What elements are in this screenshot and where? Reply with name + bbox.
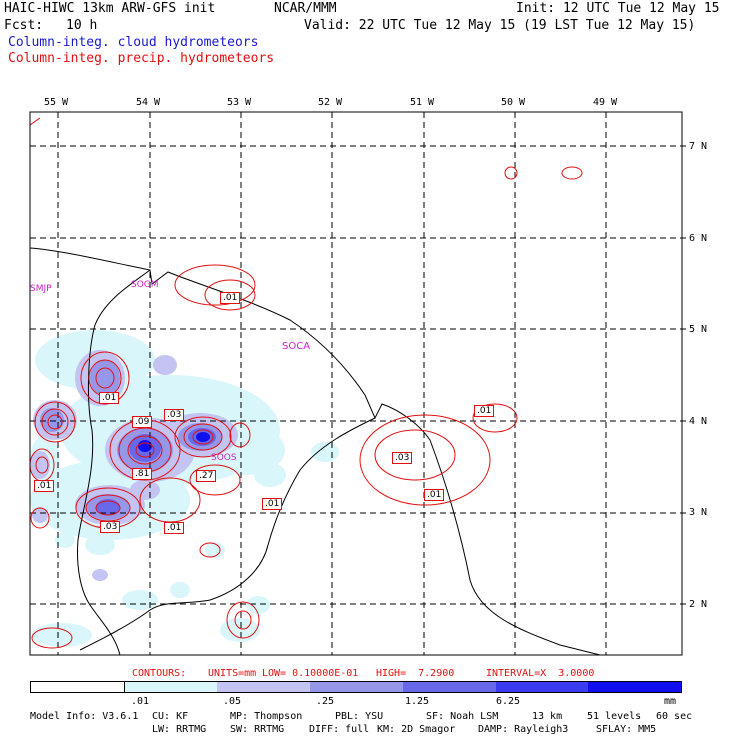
contour-label: .81	[132, 468, 153, 480]
lat-label-7n: 7 N	[689, 141, 708, 152]
contour-label: .01	[424, 489, 445, 501]
model-info-pbl: PBL: YSU	[335, 711, 384, 722]
org-label: NCAR/MMM	[274, 1, 337, 16]
lat-label-5n: 5 N	[689, 324, 708, 335]
colorbar	[30, 681, 682, 693]
lat-lon-grid	[30, 112, 682, 655]
model-info-sw: SW: RRTMG	[230, 724, 285, 735]
contour-info-low: LOW= 0.10000E-01	[262, 668, 359, 679]
contour-label: .01	[262, 498, 283, 510]
colorbar-tick: 6.25	[496, 696, 521, 707]
fcst-value: 10 h	[66, 18, 98, 33]
colorbar-bin	[310, 682, 403, 692]
contour-info-interval: INTERVAL=X 3.0000	[486, 668, 595, 679]
model-info-diff: DIFF: full	[309, 724, 370, 735]
contour-label: .03	[100, 521, 121, 533]
model-info-levels: 51 levels	[587, 711, 642, 722]
model-info-lw: LW: RRTMG	[152, 724, 207, 735]
model-info-res: 13 km	[532, 711, 563, 722]
lat-ticks	[682, 145, 686, 605]
lon-label-55w: 55 W	[44, 97, 69, 108]
model-info-version: Model Info: V3.6.1	[30, 711, 139, 722]
init-time: Init: 12 UTC Tue 12 May 15	[516, 1, 720, 16]
colorbar-bin	[402, 682, 496, 692]
colorbar-bin	[588, 682, 682, 692]
contour-label: .01	[220, 292, 241, 304]
colorbar-unit: mm	[664, 696, 677, 707]
contour-label: .01	[474, 405, 495, 417]
map-frame	[29, 111, 683, 656]
lon-label-54w: 54 W	[136, 97, 161, 108]
lat-label-2n: 2 N	[689, 599, 708, 610]
lat-label-4n: 4 N	[689, 416, 708, 427]
station-soos: SOOS	[211, 453, 237, 463]
contour-label: .09	[132, 416, 153, 428]
station-sogm: SOGM	[131, 280, 159, 290]
lon-label-53w: 53 W	[227, 97, 252, 108]
colorbar-tick: .25	[316, 696, 335, 707]
contour-label: .01	[99, 392, 120, 404]
colorbar-bin	[31, 682, 125, 692]
model-info-sflay: SFLAY: MM5	[596, 724, 657, 735]
contour-info-contours: CONTOURS:	[132, 668, 187, 679]
valid-time: Valid: 22 UTC Tue 12 May 15 (19 LST Tue …	[304, 18, 696, 33]
coastline-borders	[30, 247, 601, 655]
colorbar-bin	[217, 682, 311, 692]
lat-label-6n: 6 N	[689, 233, 708, 244]
model-info-damp: DAMP: Rayleigh3	[478, 724, 569, 735]
model-info-km: KM: 2D Smagor	[377, 724, 456, 735]
model-info-sf: SF: Noah LSM	[426, 711, 499, 722]
precip-contour-layer	[30, 117, 583, 649]
colorbar-tick: .01	[131, 696, 150, 707]
station-smjp: SMJP	[30, 284, 52, 294]
model-info-dt: 60 sec	[656, 711, 693, 722]
colorbar-bin	[124, 682, 218, 692]
contour-label: .03	[392, 452, 413, 464]
contour-label: .01	[164, 522, 185, 534]
lon-label-49w: 49 W	[593, 97, 618, 108]
contour-info-high: HIGH= 7.2900	[376, 668, 455, 679]
contour-label: .27	[196, 470, 217, 482]
model-info-cu: CU: KF	[152, 711, 189, 722]
cloud-fill-layer	[30, 330, 339, 647]
contour-label: .01	[34, 480, 55, 492]
station-soca: SOCA	[282, 341, 311, 352]
fcst-label: Fcst:	[4, 18, 44, 33]
lat-label-3n: 3 N	[689, 507, 708, 518]
model-info-mp: MP: Thompson	[230, 711, 303, 722]
contour-info-units: UNITS=mm	[208, 668, 257, 679]
colorbar-tick: .05	[223, 696, 242, 707]
field-cloud-label: Column-integ. cloud hydrometeors	[8, 35, 259, 50]
model-title: HAIC-HIWC 13km ARW-GFS init	[4, 1, 216, 16]
lon-label-51w: 51 W	[410, 97, 435, 108]
field-precip-label: Column-integ. precip. hydrometeors	[8, 51, 275, 66]
colorbar-bin	[495, 682, 589, 692]
colorbar-tick: 1.25	[405, 696, 430, 707]
lon-label-50w: 50 W	[501, 97, 526, 108]
contour-label: .03	[164, 409, 185, 421]
lon-label-52w: 52 W	[318, 97, 343, 108]
